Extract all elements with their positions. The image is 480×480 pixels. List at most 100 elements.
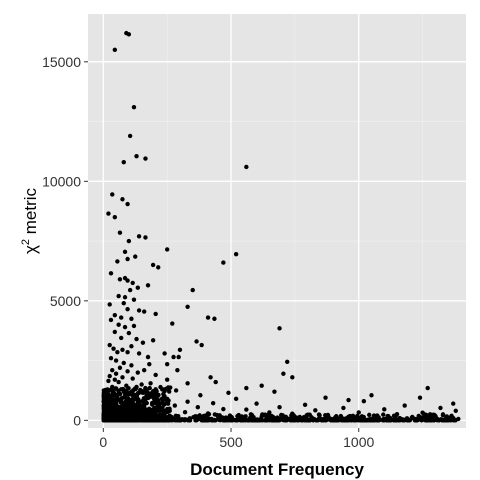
data-point	[316, 412, 322, 417]
y-tick-label: 5000	[50, 293, 81, 309]
data-point	[387, 416, 392, 421]
data-point	[425, 385, 430, 391]
data-point	[299, 418, 305, 423]
data-point	[107, 342, 112, 348]
data-point	[235, 418, 240, 423]
data-point	[341, 405, 346, 411]
data-point	[371, 413, 377, 418]
data-point	[417, 395, 423, 400]
data-point	[147, 385, 152, 391]
data-point	[141, 309, 147, 314]
data-point	[116, 379, 121, 385]
data-point	[176, 354, 181, 360]
data-point	[135, 285, 140, 290]
data-point	[134, 416, 139, 421]
data-point	[410, 414, 415, 420]
data-point	[205, 315, 211, 320]
data-point	[121, 301, 126, 306]
data-point	[244, 385, 249, 391]
data-point	[233, 252, 239, 257]
data-point	[110, 367, 115, 373]
data-point	[153, 372, 158, 378]
data-point	[139, 382, 144, 387]
data-point	[112, 214, 118, 220]
data-point	[307, 412, 312, 417]
data-point	[125, 369, 130, 374]
data-point	[162, 351, 167, 356]
data-point	[313, 408, 318, 413]
y-tick-label: 10000	[42, 173, 81, 189]
data-point	[306, 418, 311, 423]
x-axis: 0 500 1000	[99, 428, 375, 450]
data-point	[221, 406, 226, 412]
data-point	[147, 406, 152, 412]
data-point	[152, 409, 157, 414]
data-point	[133, 254, 138, 259]
data-point	[200, 416, 206, 422]
data-point	[136, 408, 142, 413]
data-point	[113, 403, 119, 409]
data-point	[162, 415, 167, 421]
data-point	[145, 395, 151, 400]
data-point	[272, 389, 277, 394]
data-point	[322, 418, 328, 423]
data-point	[221, 417, 226, 422]
y-axis-title-rest: metric	[21, 187, 40, 239]
data-point	[121, 402, 126, 408]
data-point	[130, 417, 135, 422]
data-point	[106, 378, 111, 384]
data-point	[122, 324, 128, 330]
data-point	[115, 396, 120, 402]
plot-panel	[88, 14, 466, 428]
data-point	[129, 363, 134, 368]
data-point	[119, 315, 124, 320]
data-point	[290, 411, 295, 416]
data-point	[274, 417, 280, 423]
data-point	[451, 401, 456, 406]
data-point	[279, 416, 285, 421]
data-point	[212, 418, 218, 423]
data-point	[319, 418, 324, 423]
data-point	[398, 417, 403, 423]
data-point	[131, 105, 137, 110]
data-point	[414, 418, 419, 423]
data-point	[213, 379, 218, 385]
data-point	[197, 416, 202, 421]
data-point	[107, 388, 112, 393]
data-point	[210, 400, 216, 406]
data-point	[131, 297, 137, 302]
data-point	[119, 335, 124, 341]
data-point	[436, 418, 442, 423]
data-point	[325, 413, 331, 418]
data-point	[248, 412, 254, 417]
data-point	[445, 417, 451, 423]
data-point	[369, 393, 374, 398]
data-point	[113, 412, 119, 418]
data-point	[302, 402, 308, 408]
data-point	[310, 416, 315, 421]
data-point	[333, 417, 338, 422]
data-point	[402, 417, 407, 423]
data-point	[391, 418, 396, 423]
data-point	[168, 385, 173, 390]
data-point	[194, 339, 199, 344]
data-point	[112, 312, 118, 318]
data-point	[101, 395, 107, 400]
data-point	[143, 385, 148, 391]
data-point	[270, 414, 275, 419]
data-point	[193, 414, 198, 419]
data-point	[126, 238, 132, 244]
data-point	[112, 391, 118, 397]
data-point	[346, 397, 351, 403]
data-point	[111, 400, 116, 405]
data-point	[126, 414, 132, 420]
data-point	[448, 415, 453, 420]
data-point	[270, 417, 275, 423]
data-point	[164, 377, 170, 382]
data-point	[124, 411, 129, 417]
data-point	[112, 329, 118, 335]
data-point	[107, 401, 112, 407]
data-point	[175, 367, 180, 373]
data-point	[135, 370, 140, 375]
data-point	[116, 407, 121, 413]
